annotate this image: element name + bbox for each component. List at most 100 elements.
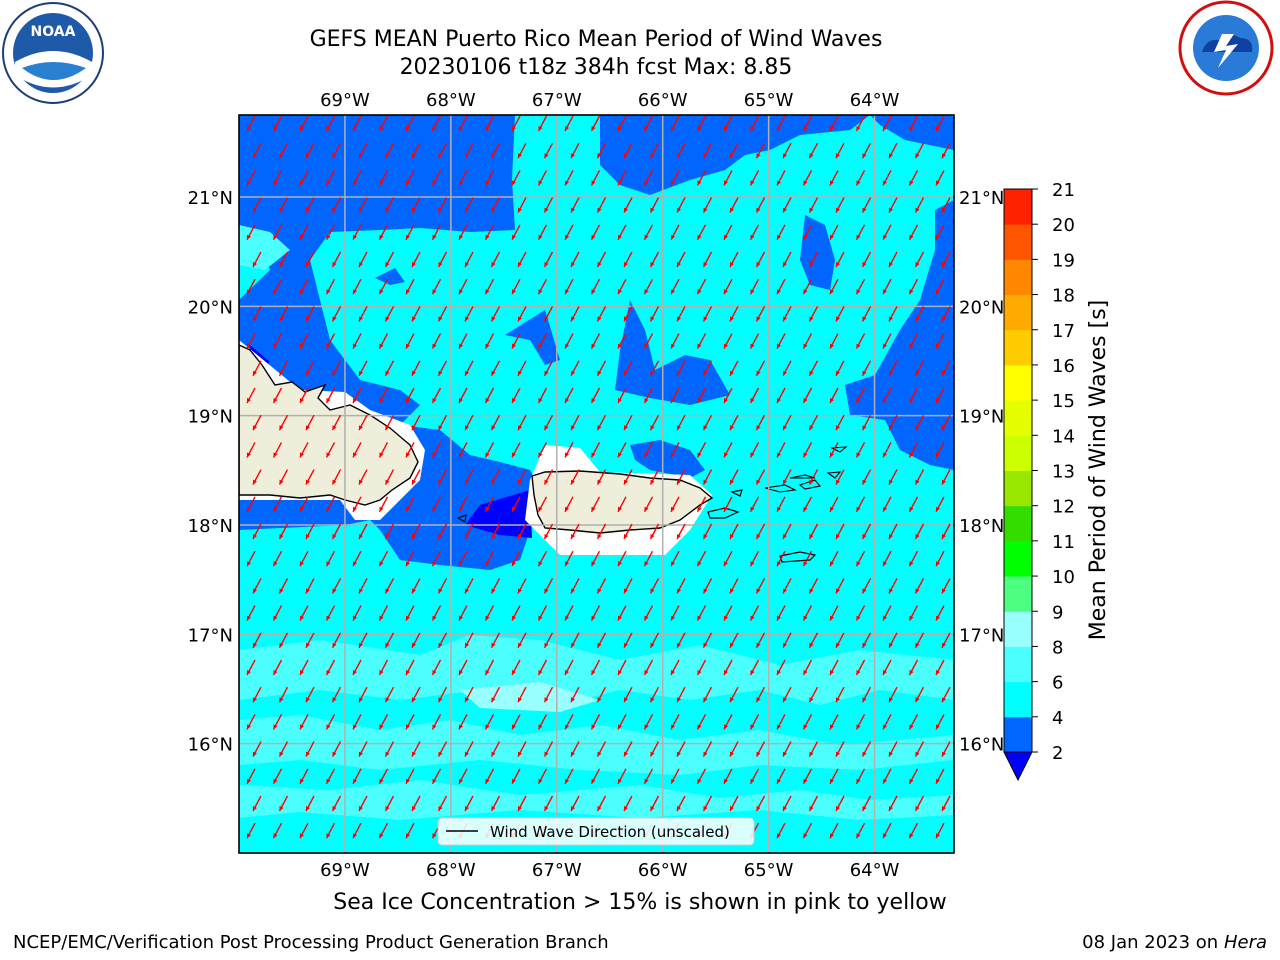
colorbar-tick-label: 15 [1052,391,1075,412]
wind-wave-arrow [935,714,945,730]
wind-wave-arrow [405,224,415,241]
wind-wave-arrow [352,224,362,241]
date-line: 08 Jan 2023 on Hera [1082,932,1267,953]
wind-wave-arrow [908,115,919,132]
wind-wave-arrow [729,578,739,594]
wind-wave-arrow [670,714,680,730]
wind-wave-arrow [590,170,601,186]
hispaniola-land [239,344,419,506]
wind-wave-arrow [378,224,389,241]
colorbar-label: Mean Period of Wind Waves [s] [1086,300,1111,640]
wind-wave-arrow [543,741,554,757]
wind-wave-arrow [749,115,760,132]
wind-wave-arrow [564,170,574,186]
wind-wave-arrow [517,686,527,703]
wind-wave-arrow [755,360,766,377]
wind-wave-arrow [564,387,574,404]
wind-wave-arrow [829,496,839,513]
wind-wave-arrow [702,469,713,485]
colorbar-tick-label: 11 [1052,532,1075,553]
wind-wave-arrow [278,578,289,594]
wind-wave-arrow [431,659,442,676]
wind-wave-arrow [590,387,601,404]
wind-wave-arrow [246,224,256,241]
wind-wave-arrow [305,741,315,757]
colorbar-tick-label: 9 [1052,602,1063,623]
wind-wave-arrow [405,115,415,132]
wind-wave-arrow [405,659,415,676]
wind-wave-arrow [570,523,580,540]
period-2-4-zone [505,310,560,365]
wind-wave-arrow [776,550,786,567]
wind-wave-arrow [246,822,256,839]
wind-wave-arrow [543,360,554,377]
wind-wave-arrow [696,605,707,621]
wind-wave-arrow [411,469,421,485]
wind-wave-arrow [935,333,945,349]
wind-wave-arrow [411,142,421,159]
wind-wave-arrow [378,605,389,621]
wind-wave-arrow [484,333,495,349]
wind-wave-arrow [305,523,315,540]
wind-wave-arrow [702,360,713,377]
wind-wave-arrow [272,115,283,132]
mona-island [456,514,467,523]
wind-wave-arrow [723,768,733,785]
wind-wave-arrow [431,605,442,621]
wind-wave-arrow [908,442,919,458]
wind-wave-arrow [776,659,786,676]
wind-wave-arrow [776,115,786,132]
wind-wave-arrow [246,550,256,567]
wind-wave-arrow [723,333,733,349]
wind-wave-arrow [914,523,925,540]
wind-wave-arrow [411,741,421,757]
map-frame [238,114,955,854]
wind-wave-arrow [941,741,951,757]
lon-tick-label: 68°W [426,860,476,881]
wind-wave-arrow [411,795,421,812]
wind-wave-arrow [299,115,309,132]
wind-wave-arrow [278,741,289,757]
title-line-2: 20230106 t18z 384h fcst Max: 8.85 [399,55,793,80]
wind-wave-arrow [935,278,945,295]
wind-wave-arrow [749,768,760,785]
wind-wave-arrow [802,822,813,839]
wind-wave-arrow [643,387,654,404]
wind-wave-arrow [484,442,495,458]
wind-wave-arrow [861,578,872,594]
lat-tick-label: 18°N [959,516,1004,537]
wind-wave-arrow [749,714,760,730]
wind-wave-arrow [437,686,448,703]
wind-wave-arrow [405,496,415,513]
wind-wave-arrow [431,768,442,785]
wind-wave-arrow [352,550,362,567]
wind-wave-arrow [272,387,283,404]
lon-tick-label: 66°W [638,860,688,881]
wind-wave-arrow [749,387,760,404]
wind-wave-arrow [749,442,760,458]
lat-tick-label: 16°N [959,735,1004,756]
wind-wave-arrow [596,360,607,377]
wind-wave-arrow [643,768,654,785]
wind-wave-arrow [272,333,283,349]
wind-wave-arrow [564,496,574,513]
colorbar-tick-label: 4 [1052,708,1063,729]
wind-wave-arrow [331,523,342,540]
wind-wave-arrow [855,387,866,404]
wind-wave-arrow [517,469,527,485]
wind-wave-arrow [358,741,368,757]
wind-wave-arrow [617,115,627,132]
wind-wave-arrow [358,414,368,431]
wind-wave-arrow [941,795,951,812]
wind-wave-arrow [702,306,713,322]
wind-wave-arrow [888,142,898,159]
culebra-vieques-island [707,507,740,519]
wind-wave-arrow [755,469,766,485]
wind-wave-arrow [855,442,866,458]
wind-wave-arrow [431,550,442,567]
wind-wave-arrow [861,414,872,431]
wind-wave-arrow [543,578,554,594]
colorbar-segment [1004,576,1032,612]
wind-wave-arrow [749,278,760,295]
wind-wave-arrow [802,659,813,676]
